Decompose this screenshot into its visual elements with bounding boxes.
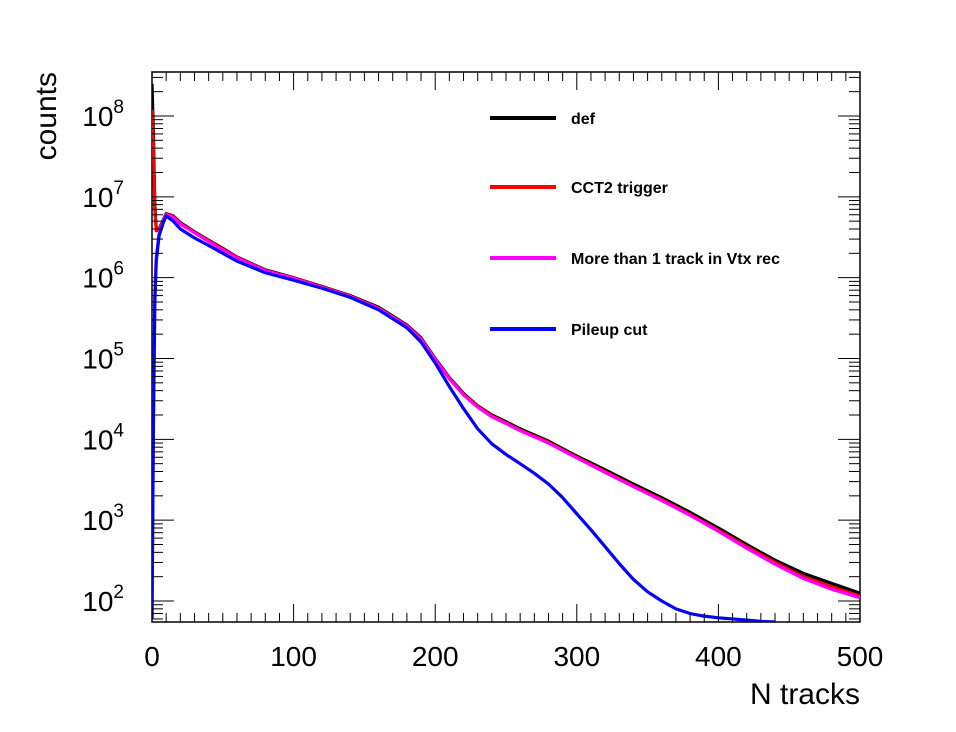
y-tick-label: 106 bbox=[82, 259, 124, 294]
y-tick-label: 107 bbox=[82, 178, 124, 213]
series-line-def bbox=[152, 83, 860, 595]
x-tick-label: 400 bbox=[695, 641, 742, 672]
legend-label: Pileup cut bbox=[571, 322, 648, 339]
plot-frame bbox=[151, 71, 861, 623]
x-axis-title: N tracks bbox=[750, 678, 860, 711]
series-line-cct2-trigger bbox=[152, 109, 860, 598]
legend-label: def bbox=[571, 111, 596, 128]
x-tick-label: 500 bbox=[837, 641, 884, 672]
x-tick-label: 200 bbox=[412, 641, 459, 672]
y-tick-label: 103 bbox=[82, 501, 124, 536]
series-line-more-than-1-track-in-vtx-rec bbox=[152, 213, 860, 619]
y-axis-title: counts bbox=[30, 72, 63, 160]
legend-label: CCT2 trigger bbox=[571, 180, 668, 197]
legend-label: More than 1 track in Vtx rec bbox=[571, 251, 780, 268]
y-tick-label: 108 bbox=[82, 97, 124, 132]
y-tick-label: 105 bbox=[82, 339, 124, 374]
y-tick-label: 102 bbox=[82, 582, 124, 617]
x-tick-label: 300 bbox=[553, 641, 600, 672]
series-line-pileup-cut bbox=[152, 214, 776, 622]
x-tick-label: 0 bbox=[144, 641, 160, 672]
y-tick-label: 104 bbox=[82, 420, 124, 455]
x-tick-label: 100 bbox=[270, 641, 317, 672]
